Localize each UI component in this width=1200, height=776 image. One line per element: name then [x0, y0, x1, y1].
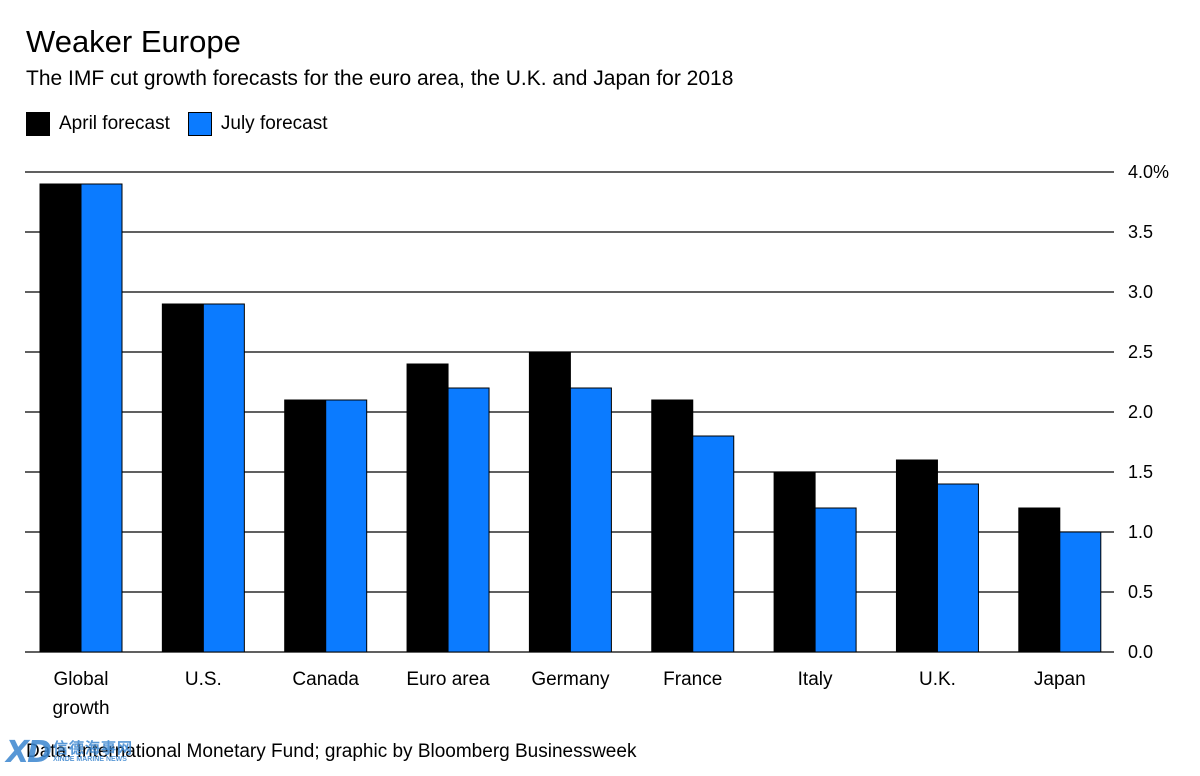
x-tick-label: France	[663, 669, 722, 690]
chart-title: Weaker Europe	[26, 24, 241, 59]
source-note: Data: International Monetary Fund; graph…	[26, 741, 637, 762]
legend-item-july: July forecast	[187, 112, 328, 136]
bar	[895, 459, 938, 653]
x-tick-label: U.S.	[185, 669, 222, 690]
x-tick-label: Italy	[798, 669, 833, 690]
chart-subtitle: The IMF cut growth forecasts for the eur…	[26, 67, 734, 90]
y-tick-label: 4.0%	[1128, 162, 1169, 182]
y-axis: 0.0 0.5 1.0 1.5 2.0 2.5 3.0 3.5 4.0%	[1128, 162, 1169, 662]
y-tick-label: 1.0	[1128, 522, 1153, 542]
watermark-mark: XD	[6, 734, 52, 770]
bar	[80, 183, 123, 653]
y-tick-label: 0.0	[1128, 642, 1153, 662]
y-tick-label: 0.5	[1128, 582, 1153, 602]
legend-label-april: April forecast	[59, 113, 170, 134]
y-tick-label: 2.0	[1128, 402, 1153, 422]
x-tick-label: Japan	[1034, 669, 1086, 690]
y-tick-label: 3.5	[1128, 222, 1153, 242]
x-tick-label: Germany	[531, 669, 610, 690]
watermark-logo: XD 信德海事网 XINDE MARINE NEWS	[6, 734, 133, 770]
legend-label-july: July forecast	[220, 113, 328, 134]
x-tick-label: Global growth	[52, 669, 109, 719]
watermark-cn: 信德海事网	[53, 740, 134, 757]
bar	[39, 183, 82, 653]
x-tick-label: U.K.	[919, 669, 956, 690]
legend: April forecast July forecast	[26, 109, 346, 139]
bars	[39, 183, 1102, 653]
x-axis: Global growth U.S. Canada Euro area Germany Fr…	[52, 669, 1085, 719]
bar	[284, 399, 327, 653]
y-tick-label: 3.0	[1128, 282, 1153, 302]
y-tick-label: 2.5	[1128, 342, 1153, 362]
watermark-en: XINDE MARINE NEWS	[53, 756, 127, 763]
legend-swatch-july	[187, 112, 212, 136]
bar-chart: 0.0 0.5 1.0 1.5 2.0 2.5 3.0 3.5 4.0% Global growt…	[25, 162, 1169, 719]
x-tick-label: Euro area	[406, 669, 490, 690]
bar	[528, 351, 571, 653]
bar	[936, 483, 979, 653]
x-tick-label: Canada	[292, 669, 359, 690]
bar	[1059, 531, 1102, 653]
bar	[814, 507, 857, 653]
bar	[325, 399, 368, 653]
legend-swatch-april	[26, 112, 50, 136]
bar	[651, 399, 694, 653]
legend-item-april: April forecast	[26, 112, 170, 136]
bar	[1018, 507, 1061, 653]
bar	[161, 303, 204, 653]
bar	[202, 303, 245, 653]
bar	[569, 387, 612, 653]
watermark-text: 信德海事网 XINDE MARINE NEWS	[53, 741, 133, 763]
bar	[406, 363, 449, 653]
bar	[692, 435, 735, 653]
bar	[447, 387, 490, 653]
bar	[773, 471, 816, 653]
y-tick-label: 1.5	[1128, 462, 1153, 482]
